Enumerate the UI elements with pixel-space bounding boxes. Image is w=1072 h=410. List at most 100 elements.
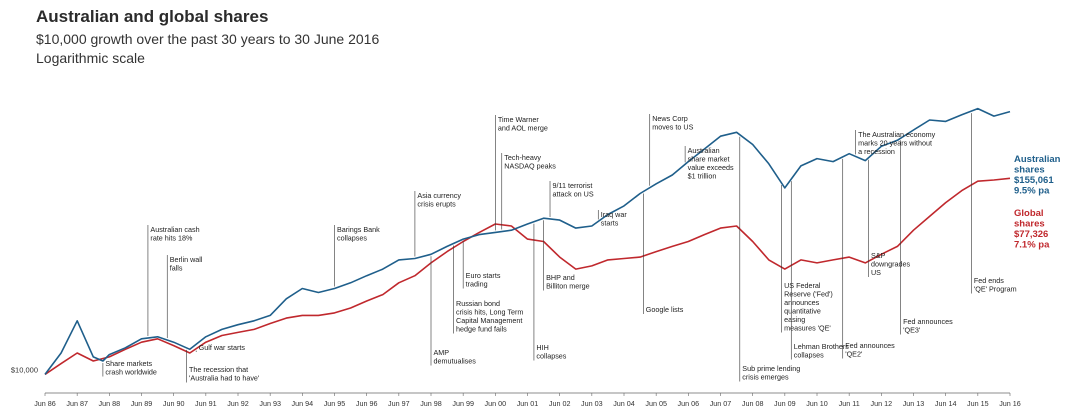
- annotation-text: collapses: [337, 234, 367, 243]
- x-tick-label: Jun 09: [774, 399, 796, 408]
- annotation-text: Barings Bank: [337, 225, 380, 234]
- annotation-text: crisis emerges: [742, 373, 789, 382]
- x-tick-label: Jun 87: [66, 399, 88, 408]
- annotation-text: demutualises: [434, 357, 477, 366]
- annotation-text: $1 trillion: [688, 172, 717, 181]
- annotation-text: crisis hits, Long Term: [456, 308, 523, 317]
- x-tick-label: Jun 96: [356, 399, 378, 408]
- australian-series-label: shares: [1014, 165, 1045, 176]
- x-tick-label: Jun 06: [678, 399, 700, 408]
- annotation-text: Billiton merge: [546, 282, 590, 291]
- annotation-text: marks 20 years without: [858, 139, 932, 148]
- annotation-text: measures 'QE': [784, 324, 831, 333]
- annotation-text: News Corp: [652, 114, 688, 123]
- x-tick-label: Jun 97: [388, 399, 410, 408]
- x-tick-label: Jun 07: [710, 399, 732, 408]
- global-series-label: shares: [1014, 219, 1045, 230]
- x-tick-label: Jun 16: [999, 399, 1021, 408]
- annotation-text: S&P: [871, 251, 886, 260]
- annotation-text: US Federal: [784, 281, 821, 290]
- annotation-text: attack on US: [553, 190, 594, 199]
- x-tick-label: Jun 10: [806, 399, 828, 408]
- global-series-label: 7.1% pa: [1014, 240, 1050, 251]
- annotation-text: 9/11 terrorist: [553, 181, 593, 190]
- annotation-text: Russian bond: [456, 299, 500, 308]
- x-tick-label: Jun 93: [259, 399, 281, 408]
- annotation-text: Google lists: [646, 305, 684, 314]
- annotation-text: moves to US: [652, 123, 693, 132]
- global-series-label: Global: [1014, 208, 1044, 219]
- x-tick-label: Jun 94: [292, 399, 314, 408]
- annotation-text: Fed announces: [903, 317, 953, 326]
- x-tick-label: Jun 08: [742, 399, 764, 408]
- x-tick-label: Jun 14: [935, 399, 957, 408]
- annotation-text: trading: [466, 280, 488, 289]
- chart-title: Australian and global shares: [36, 7, 269, 26]
- annotation-text: rate hits 18%: [150, 234, 193, 243]
- australian-shares-line: [44, 107, 1011, 375]
- annotation-text: HIH: [536, 343, 548, 352]
- annotation-text: Australian cash: [150, 225, 199, 234]
- annotation-text: falls: [170, 264, 183, 273]
- x-tick-label: Jun 13: [903, 399, 925, 408]
- x-tick-label: Jun 90: [163, 399, 185, 408]
- annotation-text: Share markets: [105, 359, 152, 368]
- x-tick-label: Jun 89: [131, 399, 153, 408]
- x-tick-label: Jun 99: [452, 399, 474, 408]
- annotation-text: a recession: [858, 147, 895, 156]
- annotation-text: value exceeds: [688, 163, 734, 172]
- annotation-text: quantitative: [784, 307, 821, 316]
- annotation-text: announces: [784, 298, 820, 307]
- annotation-text: BHP and: [546, 273, 575, 282]
- x-tick-label: Jun 92: [227, 399, 249, 408]
- annotation-text: 'Australia had to have': [189, 374, 260, 383]
- annotation-text: 'QE2': [845, 350, 863, 359]
- x-tick-label: Jun 86: [34, 399, 56, 408]
- annotation-text: US: [871, 268, 881, 277]
- annotation-text: Lehman Brothers: [794, 342, 850, 351]
- annotation-text: AMP: [434, 348, 450, 357]
- annotation-text: collapses: [536, 352, 566, 361]
- x-tick-label: Jun 02: [549, 399, 571, 408]
- global-series-label: $77,326: [1014, 229, 1048, 240]
- australian-series-label: 9.5% pa: [1014, 186, 1050, 197]
- annotation-text: share market: [688, 155, 730, 164]
- x-tick-label: Jun 00: [485, 399, 507, 408]
- annotation-text: Tech-heavy: [504, 153, 541, 162]
- annotation-text: 'QE3': [903, 326, 921, 335]
- annotation-text: Asia currency: [417, 191, 461, 200]
- annotation-text: Gulf war starts: [199, 343, 246, 352]
- annotation-text: starts: [601, 219, 619, 228]
- annotation-text: easing: [784, 315, 805, 324]
- x-tick-label: Jun 15: [967, 399, 989, 408]
- australian-series-label: $155,061: [1014, 175, 1054, 186]
- annotation-text: The Australian economy: [858, 130, 936, 139]
- annotation-text: Fed ends: [974, 276, 1004, 285]
- annotation-text: NASDAQ peaks: [504, 162, 556, 171]
- annotation-text: Sub prime lending: [742, 364, 800, 373]
- annotation-text: Euro starts: [466, 271, 501, 280]
- annotation-text: Capital Management: [456, 316, 522, 325]
- annotation-text: Reserve ('Fed'): [784, 290, 833, 299]
- annotation-text: Australian: [688, 146, 720, 155]
- annotation-text: The recession that: [189, 365, 248, 374]
- annotation-text: and AOL merge: [498, 124, 548, 133]
- annotation-text: Time Warner: [498, 115, 540, 124]
- annotation-text: crash worldwide: [105, 368, 157, 377]
- x-tick-label: Jun 05: [645, 399, 667, 408]
- scale-note: Logarithmic scale: [36, 50, 145, 66]
- annotation-text: collapses: [794, 351, 824, 360]
- annotation-text: crisis erupts: [417, 200, 456, 209]
- annotation-text: Berlin wall: [170, 255, 203, 264]
- x-tick-label: Jun 04: [613, 399, 635, 408]
- x-tick-label: Jun 12: [871, 399, 893, 408]
- y-start-label: $10,000: [11, 365, 38, 374]
- x-tick-label: Jun 95: [324, 399, 346, 408]
- annotation-text: hedge fund fails: [456, 325, 507, 334]
- chart-subtitle: $10,000 growth over the past 30 years to…: [36, 31, 380, 47]
- x-tick-label: Jun 98: [420, 399, 442, 408]
- annotation-text: Fed announces: [845, 341, 895, 350]
- australian-series-label: Australian: [1014, 154, 1061, 165]
- annotation-text: Iraq war: [601, 210, 628, 219]
